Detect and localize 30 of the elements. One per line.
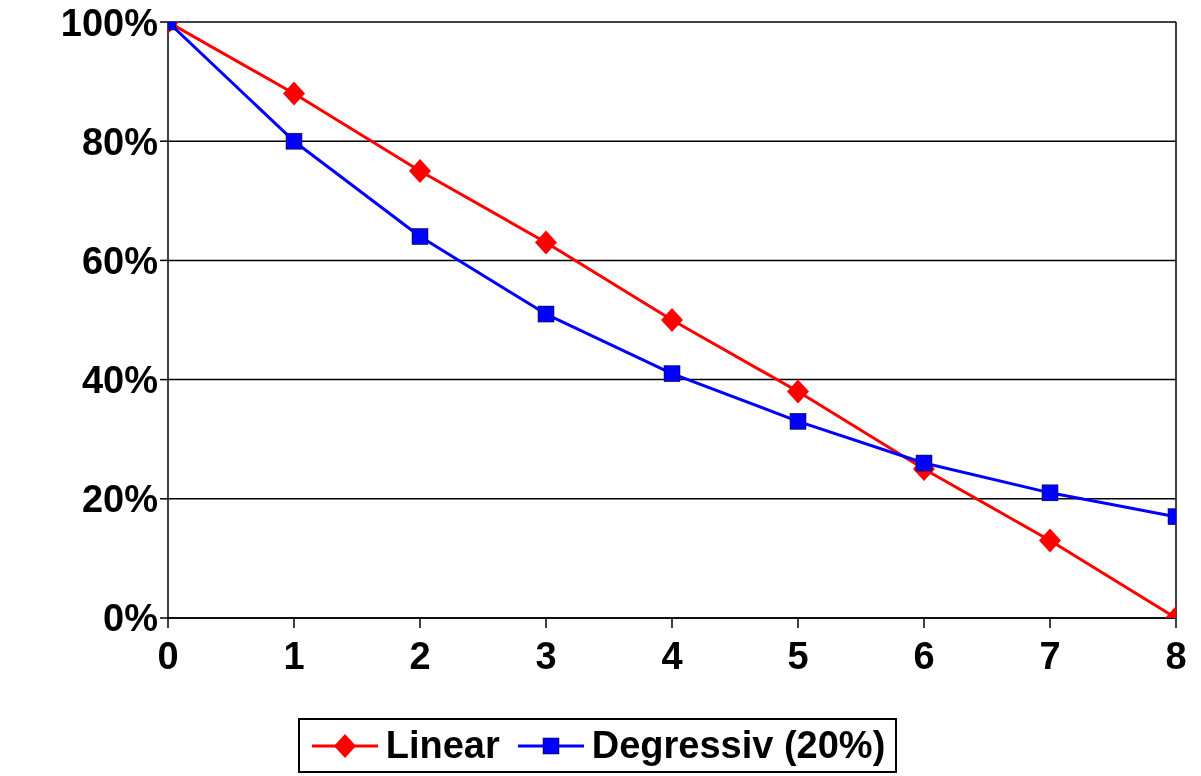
y-tick-label: 0% bbox=[103, 597, 158, 640]
x-tick-label: 5 bbox=[787, 634, 809, 677]
y-tick-label: 100% bbox=[60, 1, 158, 44]
point bbox=[1041, 484, 1059, 502]
y-tick-label: 20% bbox=[81, 478, 158, 521]
x-tick-label: 8 bbox=[1165, 634, 1187, 677]
x-tick-label: 1 bbox=[283, 634, 305, 677]
legend-label: Degressiv (20%) bbox=[591, 724, 886, 767]
x-tick-label: 0 bbox=[157, 634, 179, 677]
legend-label: Linear bbox=[385, 724, 500, 767]
x-tick-label: 3 bbox=[535, 634, 557, 677]
point bbox=[285, 132, 303, 150]
y-tick-label: 60% bbox=[81, 239, 158, 282]
point bbox=[915, 454, 933, 472]
point bbox=[537, 305, 555, 323]
point bbox=[409, 159, 431, 183]
x-tick-label: 2 bbox=[409, 634, 431, 677]
point bbox=[1039, 528, 1061, 553]
x-tick-label: 6 bbox=[913, 634, 935, 677]
point bbox=[411, 228, 429, 245]
point bbox=[661, 308, 683, 332]
x-tick-label: 4 bbox=[661, 634, 683, 677]
point bbox=[789, 413, 807, 430]
point bbox=[787, 379, 809, 404]
y-tick-label: 40% bbox=[81, 359, 158, 402]
point bbox=[663, 365, 681, 382]
x-tick-label: 7 bbox=[1039, 634, 1061, 677]
point bbox=[535, 230, 557, 255]
point bbox=[283, 81, 305, 106]
y-tick-label: 80% bbox=[81, 120, 158, 163]
